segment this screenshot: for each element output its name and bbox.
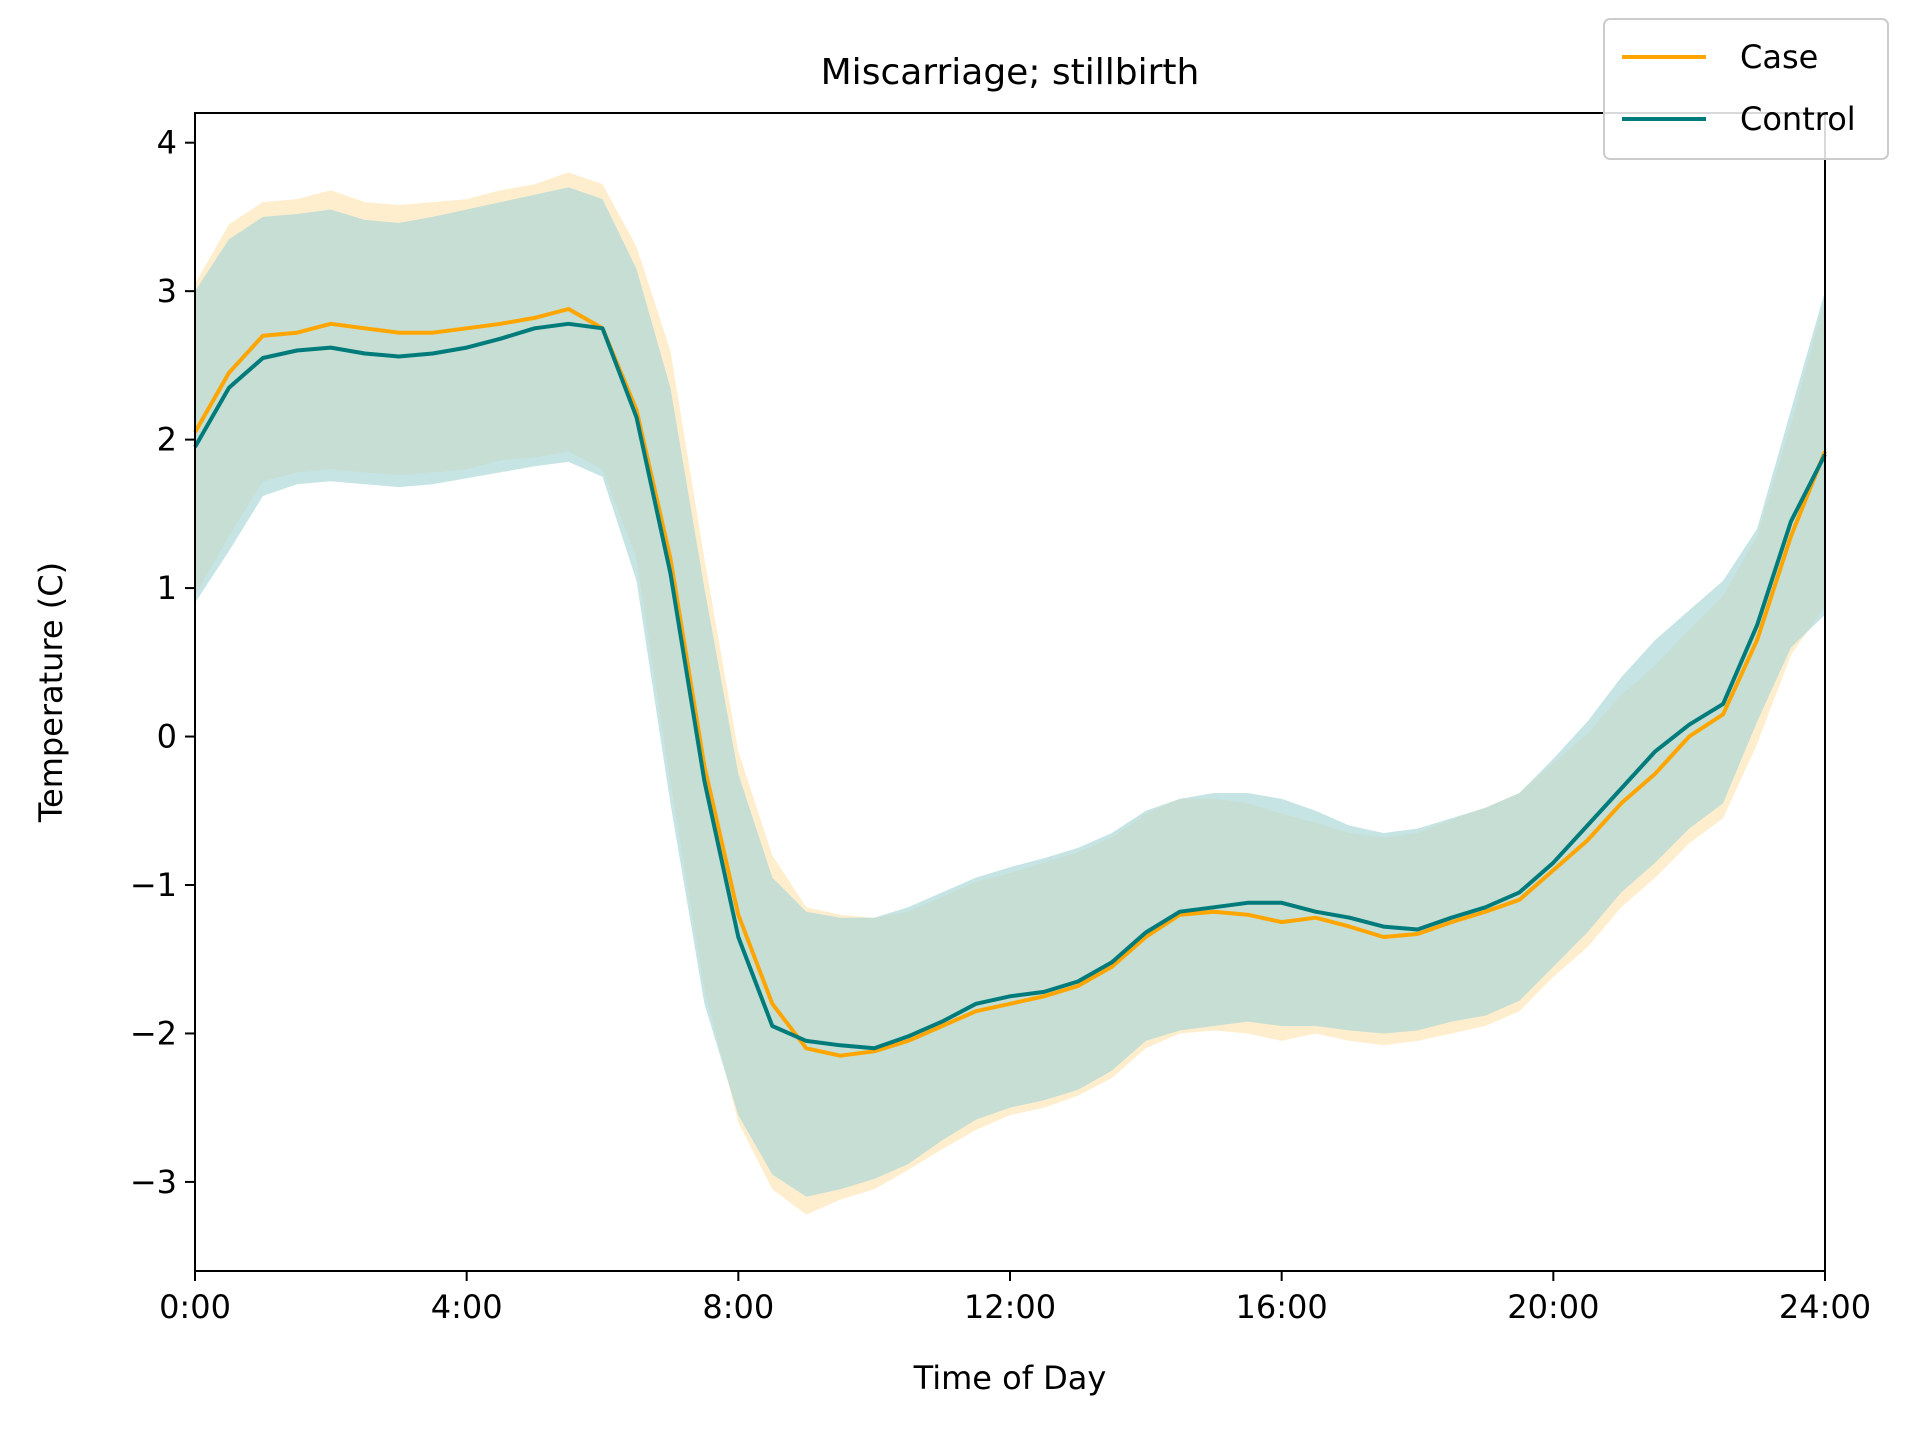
y-tick-label: 3 (157, 272, 177, 310)
legend: Case Control (1603, 18, 1889, 160)
x-tick-label: 12:00 (964, 1288, 1056, 1326)
x-axis-label: Time of Day (913, 1359, 1107, 1397)
chart-title: Miscarriage; stillbirth (821, 52, 1200, 93)
legend-label-case: Case (1740, 38, 1818, 76)
legend-label-control: Control (1740, 100, 1856, 138)
series-line-control (193, 321, 1827, 1051)
y-tick-label: 2 (157, 421, 177, 459)
y-tick-label: 0 (157, 718, 177, 756)
series-lines (193, 307, 1827, 1058)
band-control (195, 187, 1825, 1197)
x-tick-label: 24:00 (1779, 1288, 1871, 1326)
x-tick-label: 4:00 (431, 1288, 503, 1326)
x-tick-label: 8:00 (702, 1288, 774, 1326)
legend-box (1603, 18, 1889, 160)
y-axis-label: Temperature (C) (32, 562, 70, 823)
x-axis-ticks: 0:00 4:00 8:00 12:00 16:00 20:00 24:00 (159, 1271, 1871, 1326)
y-tick-label: −1 (130, 866, 177, 904)
confidence-bands (195, 172, 1825, 1215)
x-tick-label: 0:00 (159, 1288, 231, 1326)
y-tick-label: −2 (130, 1014, 177, 1052)
x-tick-label: 16:00 (1236, 1288, 1328, 1326)
x-tick-label: 20:00 (1507, 1288, 1599, 1326)
series-line-case (193, 307, 1827, 1058)
y-tick-label: 1 (157, 569, 177, 607)
y-tick-label: 4 (157, 124, 177, 162)
y-tick-label: −3 (130, 1163, 177, 1201)
y-axis-ticks: −3 −2 −1 0 1 2 3 4 (130, 124, 195, 1201)
